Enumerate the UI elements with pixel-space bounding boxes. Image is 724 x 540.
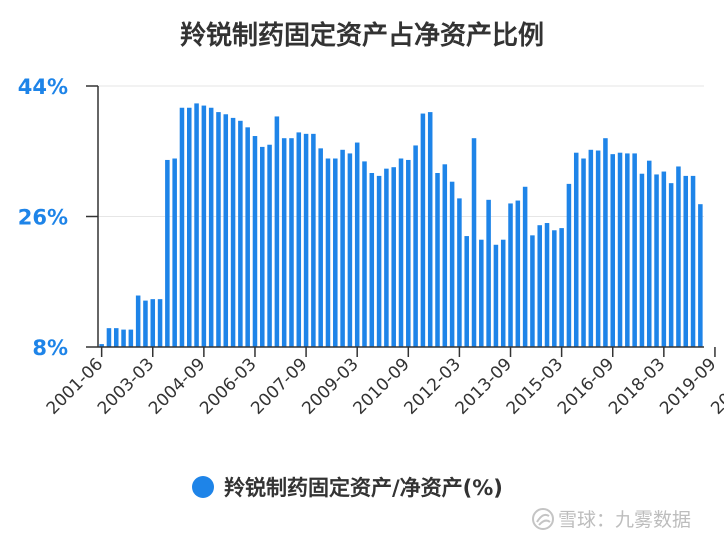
bar[interactable] [201,105,207,347]
bar[interactable] [362,161,367,347]
bar[interactable] [267,144,272,347]
bar[interactable] [632,153,637,347]
bar[interactable] [471,138,477,347]
bar[interactable] [420,113,426,347]
bar[interactable] [522,186,528,347]
bar[interactable] [260,146,265,347]
bar[interactable] [435,173,440,347]
bar[interactable] [413,145,418,347]
y-tick-label: 44% [18,75,68,99]
bar[interactable] [194,103,199,348]
bar[interactable] [289,138,294,347]
bar[interactable] [603,138,608,347]
bar[interactable] [281,138,287,347]
bar[interactable] [668,183,674,347]
bar[interactable] [690,175,696,347]
bar[interactable] [252,136,258,347]
bar[interactable] [318,148,323,347]
bar[interactable] [552,230,557,347]
bar[interactable] [354,142,360,347]
y-axis-ticks: 8% 26% 44% [18,75,98,360]
bar[interactable] [398,158,404,348]
bar[interactable] [333,158,338,348]
bar[interactable] [457,198,462,348]
bar[interactable] [683,175,689,347]
bar[interactable] [639,173,645,347]
bar[interactable] [99,344,104,347]
watermark-text: 雪球：九雾数据 [558,509,691,531]
bar[interactable] [157,299,163,347]
bar[interactable] [493,244,499,347]
bar[interactable] [610,154,615,347]
legend-marker-icon [192,476,214,498]
watermark: 雪球：九雾数据 [532,508,691,531]
bar[interactable] [135,295,141,347]
bar[interactable] [625,153,630,347]
bar[interactable] [216,112,221,347]
bar[interactable] [646,160,652,347]
bar[interactable] [187,107,192,347]
bar[interactable] [245,127,250,347]
bar[interactable] [566,183,572,348]
bar[interactable] [150,299,156,347]
bar[interactable] [544,223,550,347]
bar[interactable] [384,168,389,347]
bar[interactable] [369,173,375,347]
bar[interactable] [515,200,521,347]
bar[interactable] [128,329,134,347]
bar[interactable] [113,328,119,347]
bar[interactable] [588,149,594,347]
bar[interactable] [573,152,579,347]
bar[interactable] [165,159,170,347]
bar-series [99,103,703,348]
legend[interactable]: 羚锐制药固定资产/净资产(%) [192,476,503,500]
bar[interactable] [500,239,506,347]
bar[interactable] [654,174,659,347]
bar[interactable] [172,158,177,348]
bar[interactable] [537,225,542,347]
bar[interactable] [559,228,564,347]
bar[interactable] [676,166,681,347]
bar[interactable] [238,120,243,347]
snowball-logo-icon [532,508,554,530]
bar[interactable] [106,328,112,347]
bar[interactable] [449,181,455,347]
bar[interactable] [508,203,513,347]
bar[interactable] [486,199,491,347]
bar[interactable] [595,150,601,347]
bar[interactable] [274,116,280,347]
bar[interactable] [143,300,148,347]
bar[interactable] [406,159,411,347]
chart-title: 羚锐制药固定资产占净资产比例 [180,20,544,51]
bar[interactable] [442,164,448,347]
bar[interactable] [296,132,302,347]
bar[interactable] [391,167,396,347]
bar[interactable] [340,149,345,347]
bar[interactable] [427,112,433,347]
bar[interactable] [303,133,309,347]
bar[interactable] [325,158,331,348]
bar[interactable] [661,171,667,347]
bar[interactable] [376,175,382,347]
bar[interactable] [479,239,484,347]
x-axis-ticks: 2001-062003-032004-092006-032007-092009-… [43,347,724,419]
bar[interactable] [179,107,185,347]
bar[interactable] [581,158,586,348]
bar[interactable] [230,117,236,348]
legend-label: 羚锐制药固定资产/净资产(%) [224,476,503,500]
bar[interactable] [121,329,126,347]
bar[interactable] [208,107,214,347]
bar[interactable] [698,204,703,347]
y-tick-label: 8% [32,336,68,360]
bar[interactable] [311,133,316,347]
bar[interactable] [223,114,229,348]
bar[interactable] [617,152,623,347]
y-tick-label: 26% [18,206,68,230]
bar[interactable] [464,236,469,347]
bar[interactable] [530,235,535,347]
bar[interactable] [347,153,353,347]
